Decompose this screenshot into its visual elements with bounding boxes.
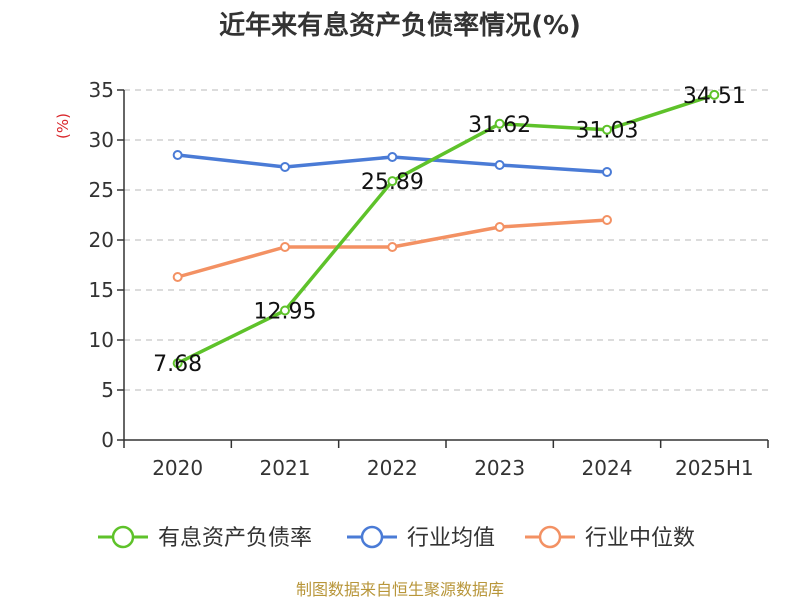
data-point-0 <box>172 358 183 369</box>
data-label: 12.95 <box>254 300 317 325</box>
data-point-1 <box>280 162 290 172</box>
data-label: 34.51 <box>683 84 746 109</box>
source-note: 制图数据来自恒生聚源数据库 <box>296 580 504 599</box>
x-tick-label: 2021 <box>260 456 311 480</box>
data-labels: 7.68 12.95 25.89 31.62 31.03 34.51 <box>153 84 746 377</box>
data-point-0 <box>494 118 505 129</box>
y-tick-label: 10 <box>89 328 114 352</box>
legend-swatch-marker <box>538 525 562 549</box>
legend-label: 有息资产负债率 <box>158 526 312 551</box>
data-point-2 <box>172 272 183 282</box>
data-label: 7.68 <box>153 352 202 377</box>
y-tick-label: 15 <box>89 278 114 302</box>
data-label: 25.89 <box>361 170 424 195</box>
data-point-0 <box>709 89 720 100</box>
data-point-2 <box>280 242 290 252</box>
data-point-2 <box>387 242 398 252</box>
chart-title: 近年来有息资产负债率情况(%) <box>219 10 581 41</box>
data-point-2 <box>602 215 612 225</box>
data-point-2 <box>494 222 505 232</box>
y-tick-label: 30 <box>89 128 114 152</box>
data-point-0 <box>387 176 398 187</box>
x-tick-label: 2022 <box>367 456 418 480</box>
series-group <box>172 89 720 369</box>
gridlines <box>124 89 768 391</box>
data-point-0 <box>602 124 612 135</box>
x-tick-label: 2024 <box>582 456 633 480</box>
x-tick-label: 2020 <box>152 456 203 480</box>
x-tick-label: 2025H1 <box>675 456 754 480</box>
data-point-1 <box>172 150 183 160</box>
data-point-1 <box>387 152 398 162</box>
legend: 有息资产负债率 行业均值 行业中位数 <box>98 525 695 551</box>
axes: 0 5 10 15 20 25 30 35 2020 2021 2022 2023 2024 2025H1 <box>89 78 769 480</box>
data-point-0 <box>280 305 290 316</box>
y-tick-label: 25 <box>89 178 114 202</box>
data-point-1 <box>494 160 505 170</box>
series-line-0 <box>175 93 717 365</box>
y-tick-label: 0 <box>101 428 114 452</box>
x-tick-label: 2023 <box>474 456 525 480</box>
legend-label: 行业中位数 <box>585 526 695 551</box>
y-tick-label: 5 <box>101 378 114 402</box>
data-point-1 <box>602 167 612 177</box>
legend-swatch-marker <box>111 525 135 549</box>
y-axis-label: (%) <box>54 113 72 139</box>
data-label: 31.03 <box>576 119 639 144</box>
y-tick-label: 35 <box>89 78 114 102</box>
legend-swatch-marker <box>360 525 384 549</box>
legend-label: 行业均值 <box>407 526 495 551</box>
y-tick-label: 20 <box>89 228 114 252</box>
data-label: 31.62 <box>468 113 531 138</box>
